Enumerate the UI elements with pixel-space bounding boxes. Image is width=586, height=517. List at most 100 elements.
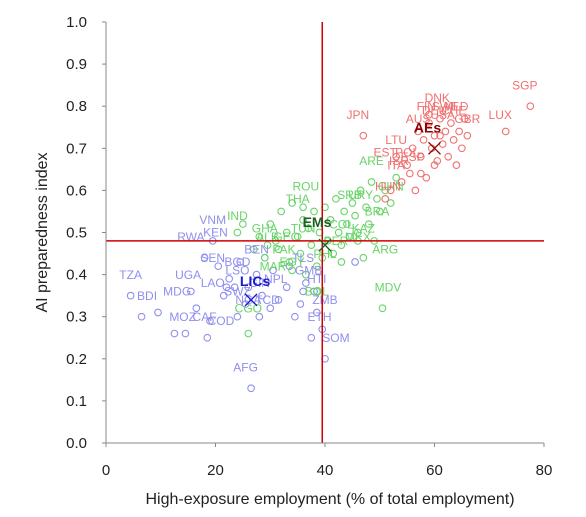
data-point	[203, 333, 212, 342]
data-point	[301, 270, 310, 279]
data-point	[403, 161, 411, 169]
data-point	[274, 245, 283, 254]
country-label: GHA	[252, 222, 278, 236]
group-label: LICs	[240, 273, 271, 289]
country-label: MDG	[163, 285, 191, 299]
data-point	[307, 241, 316, 249]
data-point	[233, 228, 242, 237]
data-point	[436, 131, 444, 140]
data-point	[233, 312, 242, 321]
centroid-marker	[428, 141, 441, 155]
data-point	[438, 140, 447, 148]
country-label: IND	[227, 209, 248, 223]
data-point	[293, 232, 302, 241]
country-label: ESP	[401, 150, 425, 164]
data-point	[337, 258, 346, 266]
data-point	[449, 136, 458, 144]
y-tick-label: 1.0	[66, 14, 87, 31]
data-point	[419, 136, 428, 144]
data-point	[291, 312, 299, 321]
data-point	[299, 203, 307, 212]
country-label: MDV	[375, 280, 402, 294]
data-point	[288, 266, 297, 275]
data-point	[219, 291, 228, 300]
data-point	[170, 329, 179, 338]
country-label: LUX	[489, 108, 512, 122]
data-point	[192, 304, 201, 313]
data-point	[230, 283, 239, 292]
country-label: NPL	[264, 272, 288, 286]
x-tick-label: 40	[317, 462, 334, 479]
y-tick-label: 0.3	[66, 309, 87, 326]
data-point	[416, 152, 425, 161]
country-label: SWE	[432, 99, 459, 113]
data-point	[288, 199, 297, 207]
country-label: SRB	[337, 188, 362, 202]
data-point	[378, 304, 387, 313]
data-point	[326, 216, 335, 224]
country-label: CAF	[193, 310, 217, 324]
country-label: THA	[286, 192, 310, 206]
country-label: EGY	[279, 255, 304, 269]
data-point	[430, 131, 439, 140]
country-label: EST	[374, 146, 398, 160]
country-label: KEN	[203, 226, 228, 240]
reference-lines	[106, 22, 544, 443]
y-tick-label: 0.8	[66, 98, 87, 115]
data-point	[304, 224, 313, 233]
data-point	[364, 220, 373, 228]
country-label: LSO	[225, 264, 249, 278]
country-label: TCD	[255, 293, 280, 307]
data-point	[436, 114, 444, 123]
country-label: LAO	[201, 276, 225, 290]
data-point	[351, 258, 359, 266]
series-aes	[359, 102, 535, 203]
data-point	[214, 262, 223, 271]
country-label: PAK	[272, 243, 295, 257]
data-point	[397, 178, 406, 186]
country-label: CGO	[235, 301, 262, 315]
country-label: HUN	[375, 179, 401, 193]
data-point	[187, 287, 195, 296]
data-point	[274, 296, 283, 304]
data-point	[312, 287, 321, 296]
data-point	[260, 253, 269, 262]
data-point	[337, 241, 346, 249]
country-label: GBR	[454, 112, 480, 126]
data-point	[345, 232, 354, 241]
country-label: CHE	[441, 104, 466, 118]
group-label: EMs	[303, 214, 332, 230]
data-point	[282, 228, 291, 237]
data-point	[458, 144, 466, 153]
data-point	[269, 266, 277, 275]
country-label: SEN	[200, 251, 225, 265]
y-axis-ticks: 0.0 0.1 0.2 0.3 0.4 0.5 0.6 0.7 0.8 0.9 1.0	[66, 14, 87, 452]
data-point	[154, 308, 162, 317]
data-point	[411, 186, 420, 195]
country-label: MOZ	[169, 310, 196, 324]
data-point	[301, 279, 310, 287]
country-label: SGP	[512, 78, 537, 92]
data-point	[452, 161, 461, 169]
data-point	[241, 300, 250, 308]
data-point	[373, 194, 381, 203]
country-label: URY	[348, 188, 373, 202]
country-label: DNK	[425, 91, 450, 105]
data-point	[310, 287, 318, 296]
data-point	[343, 220, 351, 228]
data-point	[359, 131, 368, 140]
data-point	[356, 186, 365, 195]
data-point	[247, 384, 255, 393]
data-point	[137, 312, 146, 321]
y-axis-title: AI preparedness index	[34, 152, 51, 312]
x-tick-label: 60	[426, 462, 443, 479]
y-tick-label: 0.6	[66, 182, 87, 199]
data-point	[463, 131, 472, 140]
data-point	[408, 144, 417, 153]
data-point	[296, 249, 305, 258]
country-label: FIN	[417, 99, 436, 113]
data-point	[460, 114, 469, 123]
country-label: BRA	[365, 205, 390, 219]
group-centroids: LICs EMs AEs	[240, 119, 441, 307]
country-label: BOL	[305, 285, 329, 299]
